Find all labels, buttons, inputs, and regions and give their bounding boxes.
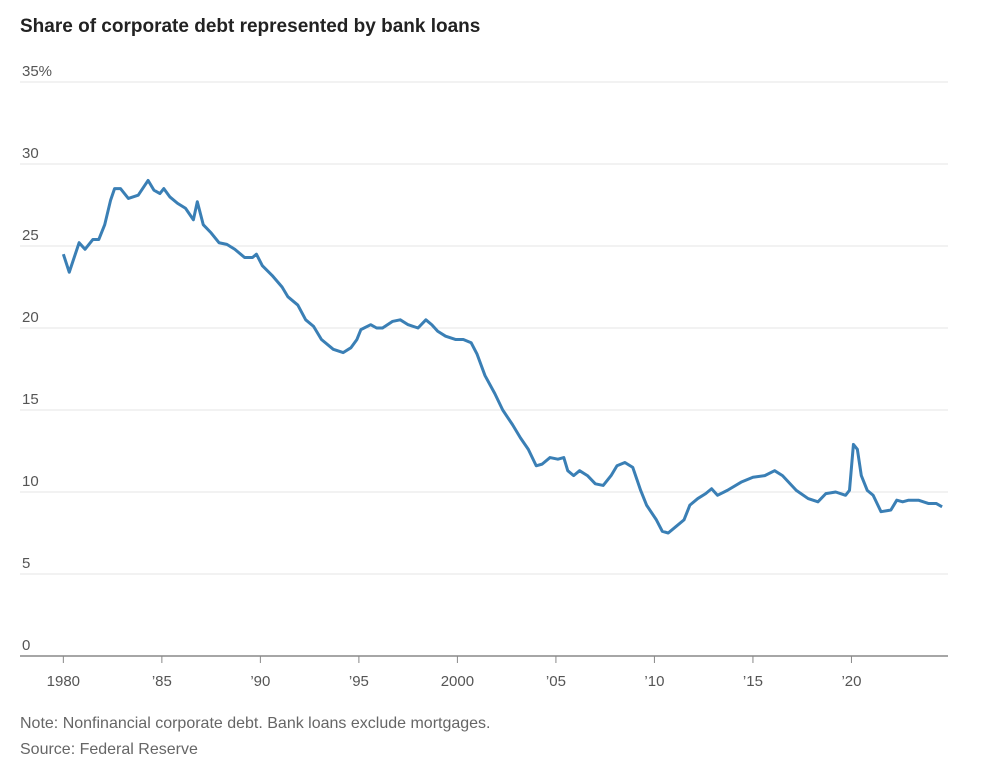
x-tick-label: ’95 bbox=[349, 673, 369, 690]
note: Note: Nonfinancial corporate debt. Bank … bbox=[20, 715, 491, 732]
x-tick-label: ’85 bbox=[152, 673, 172, 690]
y-tick-label: 5 bbox=[22, 555, 30, 572]
y-tick-label: 35% bbox=[22, 63, 52, 80]
x-tick-label: ’10 bbox=[644, 673, 664, 690]
source: Source: Federal Reserve bbox=[20, 741, 198, 758]
x-tick-label: 2000 bbox=[441, 673, 474, 690]
data-line bbox=[61, 178, 943, 535]
x-tick-label: ’05 bbox=[546, 673, 566, 690]
y-tick-label: 0 bbox=[22, 637, 30, 654]
chart-title: Share of corporate debt represented by b… bbox=[20, 16, 480, 37]
x-tick-label: ’15 bbox=[743, 673, 763, 690]
y-tick-label: 30 bbox=[22, 145, 39, 162]
y-tick-label: 20 bbox=[22, 309, 39, 326]
y-tick-label: 15 bbox=[22, 391, 39, 408]
x-tick-label: ’90 bbox=[250, 673, 270, 690]
y-tick-label: 25 bbox=[22, 227, 39, 244]
x-tick-label: ’20 bbox=[841, 673, 861, 690]
x-tick-label: 1980 bbox=[47, 673, 80, 690]
y-tick-label: 10 bbox=[22, 473, 39, 490]
